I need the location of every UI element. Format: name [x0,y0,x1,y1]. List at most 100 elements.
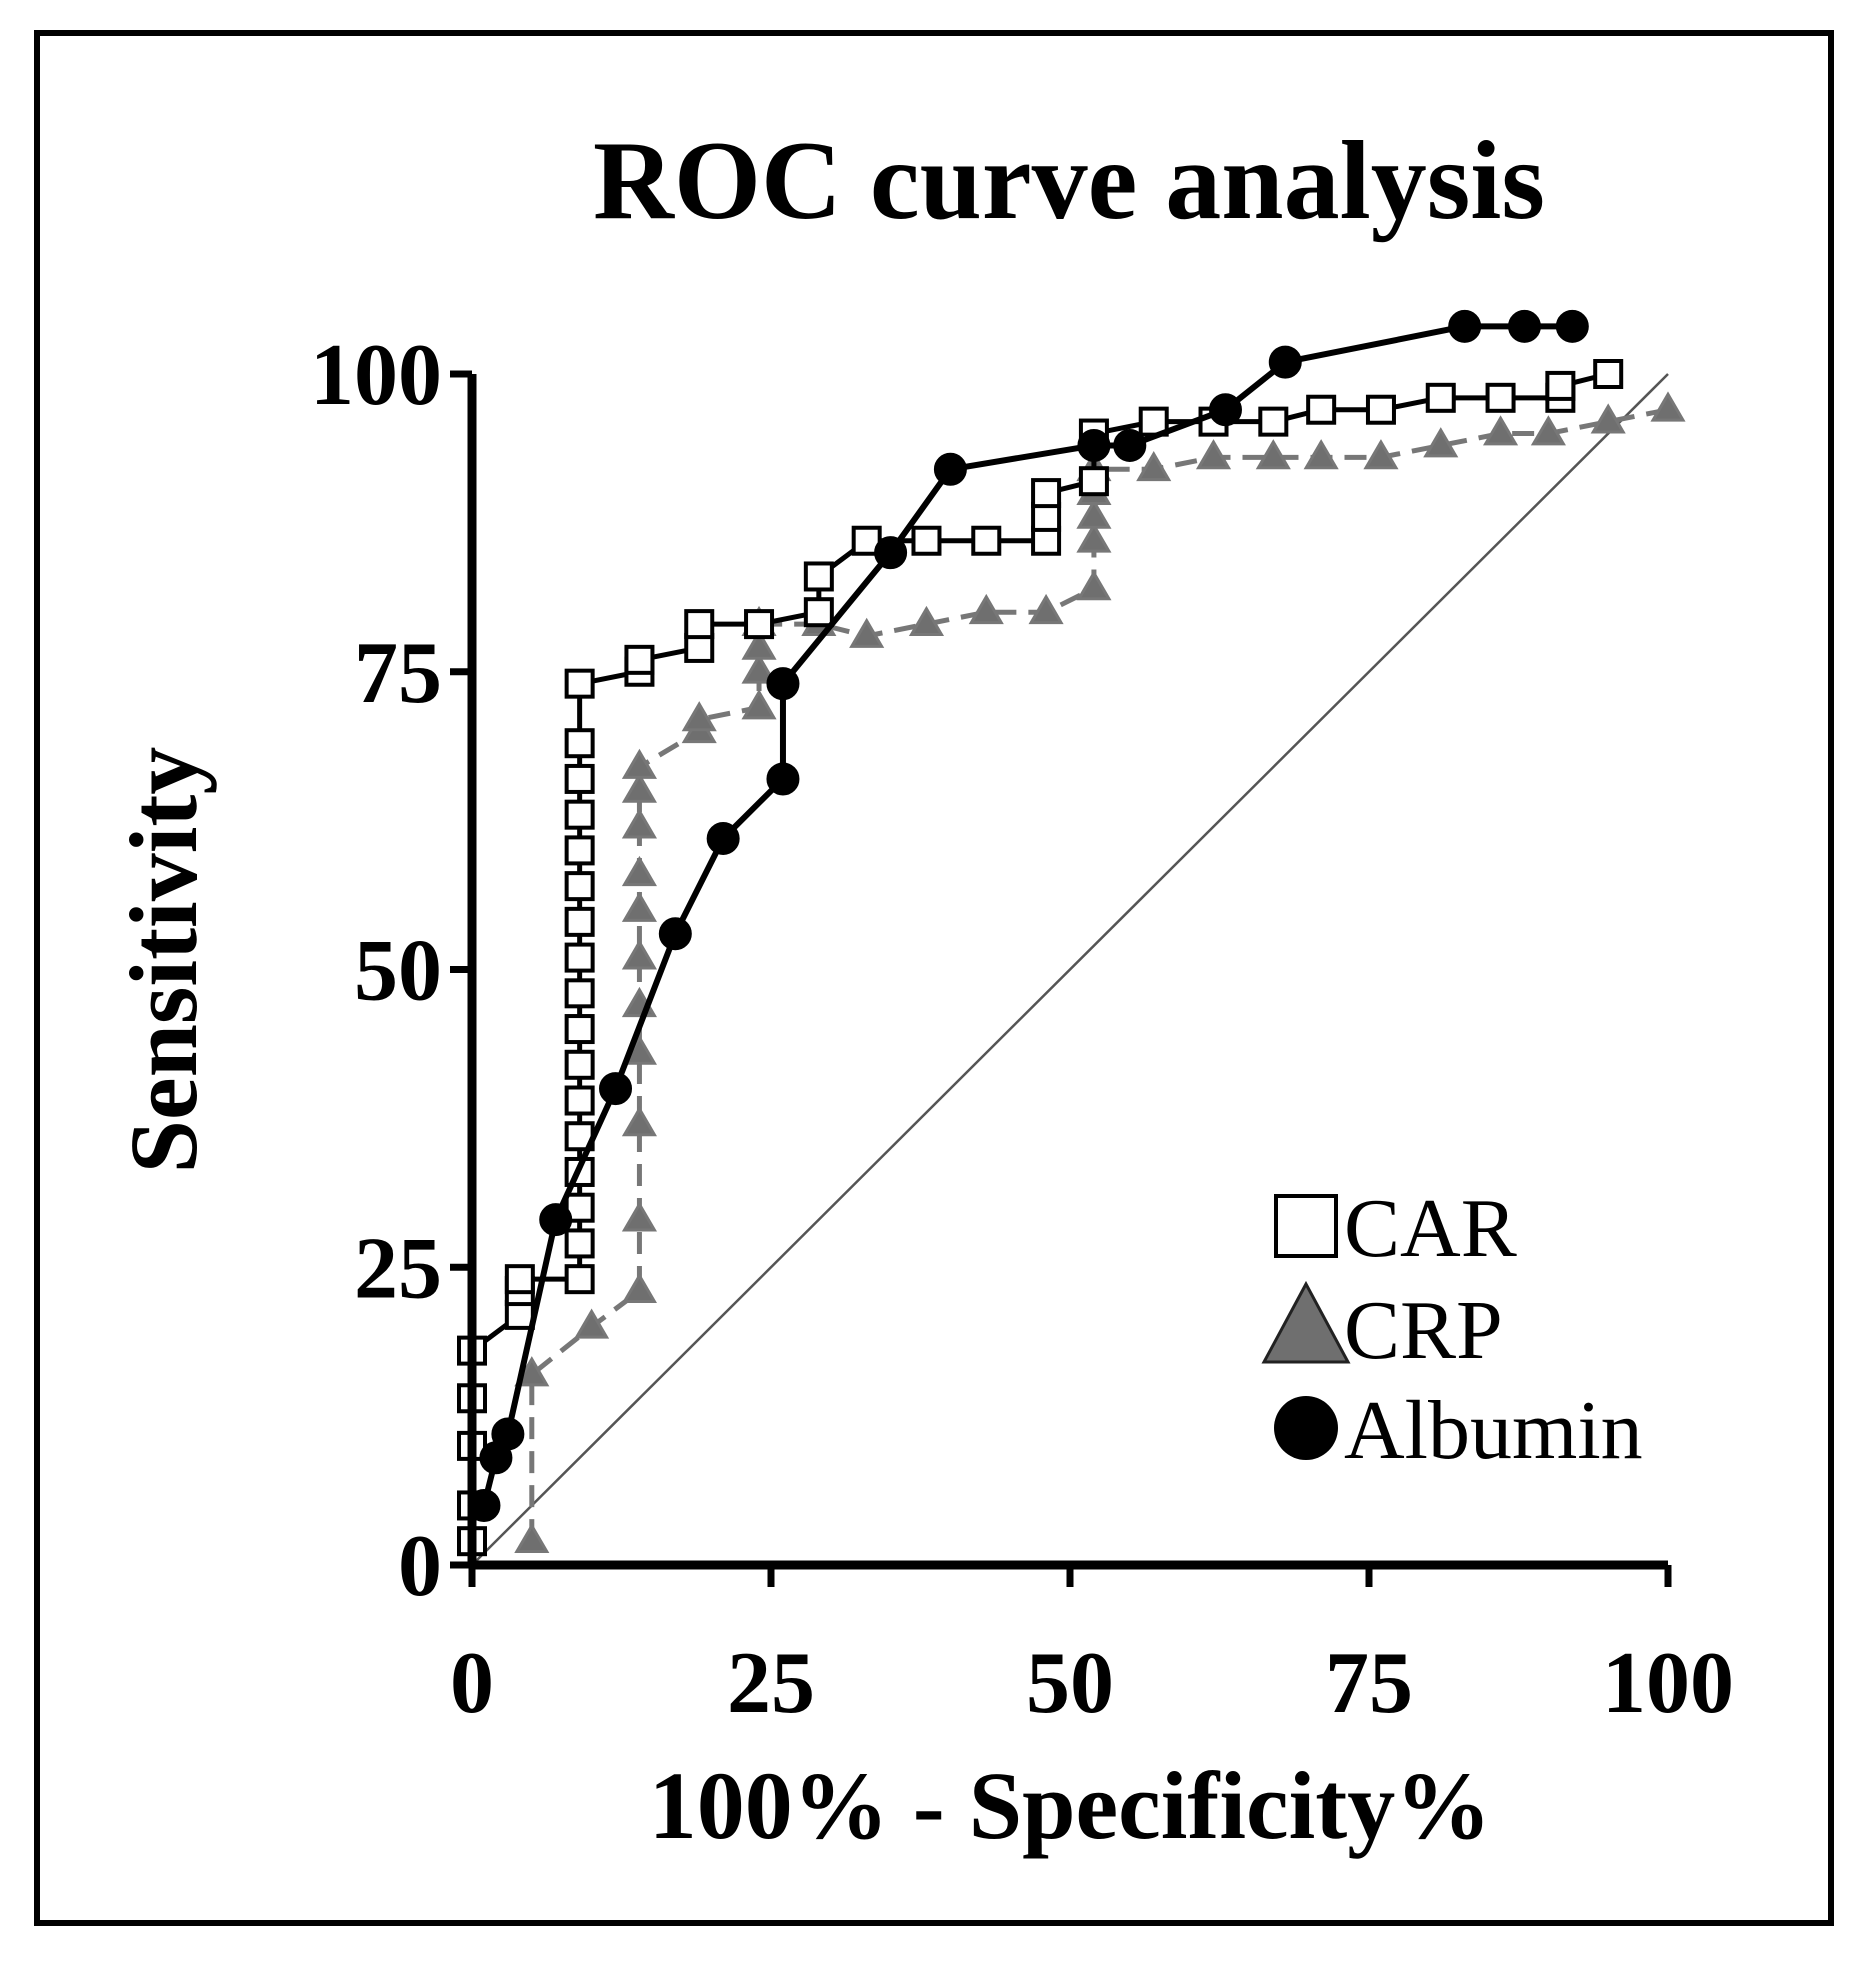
point-albumin [1113,428,1147,462]
legend-label-albumin: Albumin [1344,1384,1643,1477]
point-car [564,1228,595,1259]
y-axis-label: Sensitivity [110,747,217,1174]
point-crp [621,1201,657,1232]
point-car [911,525,942,556]
point-car [564,763,595,794]
legend-triangle-icon [1261,1280,1351,1364]
point-crp [514,1522,550,1554]
point-car [564,668,595,699]
point-crp [1423,427,1459,458]
point-car [1593,359,1624,389]
point-albumin [491,1417,525,1451]
point-car [1078,466,1109,497]
point-car [564,1085,595,1116]
point-car [803,597,834,628]
point-crp [741,653,777,684]
chart-title: ROC curve analysis [593,119,1545,243]
point-crp [621,772,657,803]
point-car [564,1014,595,1045]
series-crp [514,391,1686,1554]
point-car [684,609,715,640]
x-tick-label: 75 [1325,1635,1413,1732]
point-crp [1530,415,1566,446]
point-car [564,1264,595,1295]
y-tick-label: 50 [354,923,442,1020]
point-crp [1076,522,1112,553]
reference-line [471,373,1669,1566]
point-albumin [1555,309,1589,343]
legend-label-crp: CRP [1344,1284,1503,1377]
point-car [684,632,715,663]
legend-circle-icon [1274,1396,1338,1460]
legend-square-icon [1274,1194,1338,1258]
point-car [1258,406,1289,437]
point-car [504,1264,535,1295]
point-crp [621,855,657,887]
point-albumin [874,536,908,570]
point-crp [741,629,777,660]
point-car [1485,382,1516,413]
point-car [624,644,655,675]
series-albumin [467,309,1589,1522]
point-crp [1590,403,1626,434]
point-car [1425,382,1456,413]
x-tick-label: 25 [727,1635,815,1732]
point-crp [1136,450,1172,482]
axes-layer: 0 25 50 75 100 0 25 50 75 100 [310,327,1734,1732]
point-crp [968,593,1004,625]
point-crp [1028,593,1064,625]
point-crp [1303,439,1339,470]
point-crp [574,1308,610,1339]
series-layer [457,309,1686,1557]
point-car [564,728,595,759]
point-albumin [766,667,800,701]
point-car [1031,478,1062,509]
point-crp [741,689,777,720]
point-car [1031,525,1062,556]
point-crp [1650,391,1686,422]
point-albumin [599,1072,633,1106]
chart-frame [34,30,1834,1926]
point-crp [1363,439,1399,470]
point-crp [621,1272,657,1303]
point-albumin [658,917,692,951]
point-crp [621,939,657,970]
point-crp [1076,570,1112,601]
point-albumin [1448,309,1482,343]
point-car [564,906,595,937]
point-crp [908,605,945,636]
point-albumin [933,452,967,486]
point-crp [1076,498,1112,529]
point-car [564,978,595,1009]
x-tick-label: 100 [1602,1635,1734,1732]
point-car [803,561,834,592]
point-albumin [1268,345,1302,379]
point-car [564,942,595,973]
point-car [1545,370,1576,401]
legend-label-car: CAR [1344,1182,1517,1275]
point-albumin [1208,393,1242,427]
point-albumin [1507,309,1541,343]
point-car [1306,394,1337,425]
point-car [744,609,775,640]
point-crp [621,891,657,922]
series-car [457,359,1624,1557]
y-tick-label: 100 [310,327,442,424]
point-car [564,1192,595,1223]
x-axis-label: 100% - Specificity% [649,1752,1492,1859]
point-albumin [706,821,740,855]
point-albumin [539,1203,573,1237]
point-crp [621,748,657,779]
y-tick-label: 75 [354,625,442,722]
point-crp [1195,439,1232,470]
point-car [971,525,1002,556]
point-albumin [766,762,800,796]
y-tick-label: 25 [354,1220,442,1317]
point-albumin [1077,428,1111,462]
point-crp [621,1106,657,1137]
series-line-albumin [481,323,1573,1507]
point-crp [621,808,657,839]
point-car [564,799,595,830]
